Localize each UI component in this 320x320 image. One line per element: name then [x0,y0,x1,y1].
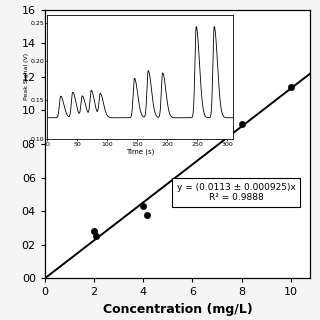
Point [92,229,97,234]
Point [288,84,293,90]
Point [140,204,146,209]
Point [144,212,149,217]
Text: y = (0.0113 ± 0.000925)x
R² = 0.9888: y = (0.0113 ± 0.000925)x R² = 0.9888 [177,183,295,202]
Point [239,121,244,126]
X-axis label: Concentration (mg/L): Concentration (mg/L) [103,303,252,316]
Point [94,234,99,239]
